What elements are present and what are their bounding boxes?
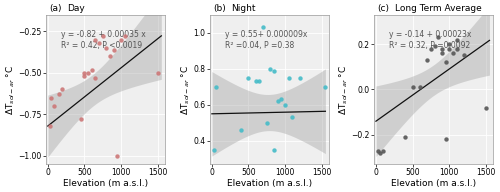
Point (438, 52, 446, 55)
Y-axis label: ΔT$_{sol-ar}$ °C: ΔT$_{sol-ar}$ °C (4, 64, 16, 115)
Text: Long Term Average: Long Term Average (395, 4, 482, 13)
Point (449, 52, 457, 55)
Point (270, 69, 278, 72)
Point (48, 96, 56, 99)
Point (266, 67, 274, 70)
Text: (c): (c) (378, 4, 390, 13)
Point (252, 80, 260, 83)
Point (102, 46, 110, 49)
Point (117, 38, 125, 41)
Point (452, 47, 460, 50)
Point (278, 98, 285, 101)
Point (210, 148, 218, 151)
Y-axis label: ΔT$_{sol-ar}$ °C: ΔT$_{sol-ar}$ °C (180, 64, 192, 115)
Point (50, 105, 58, 108)
Point (114, 154, 122, 157)
Point (430, 45, 438, 48)
X-axis label: Elevation (m a.s.l.): Elevation (m a.s.l.) (62, 179, 148, 188)
Point (98, 35, 106, 38)
Point (80, 71, 88, 74)
Point (452, 38, 460, 41)
Point (237, 128, 245, 132)
Point (58, 88, 66, 91)
Point (110, 48, 118, 51)
Point (154, 71, 162, 74)
Point (296, 76, 304, 79)
X-axis label: Elevation (m a.s.l.): Elevation (m a.s.l.) (391, 179, 476, 188)
Point (244, 76, 252, 79)
X-axis label: Elevation (m a.s.l.): Elevation (m a.s.l.) (227, 179, 312, 188)
Point (95, 41, 103, 44)
Point (401, 136, 409, 139)
Point (445, 47, 453, 50)
Point (212, 85, 220, 88)
Text: Day: Day (67, 4, 85, 13)
Point (380, 149, 388, 152)
Point (285, 76, 293, 79)
Point (92, 38, 100, 41)
Text: y = -0.14 + 0.00023x
R² = 0.32, P =0.0092: y = -0.14 + 0.00023x R² = 0.32, P =0.009… (390, 30, 471, 50)
Point (376, 151, 384, 155)
Point (322, 85, 330, 88)
Text: (a): (a) (49, 4, 62, 13)
Y-axis label: ΔT$_{sol-ar}$ °C: ΔT$_{sol-ar}$ °C (338, 64, 350, 115)
Point (80, 75, 88, 78)
Text: (b): (b) (214, 4, 226, 13)
Point (256, 80, 264, 83)
Point (374, 149, 382, 152)
Point (445, 43, 453, 46)
Text: Night: Night (231, 4, 256, 13)
Point (263, 121, 271, 124)
Point (270, 148, 278, 151)
Point (77, 118, 85, 121)
Point (438, 47, 446, 50)
Point (482, 106, 490, 109)
Point (434, 36, 442, 39)
Point (288, 116, 296, 119)
Point (460, 54, 468, 57)
Point (92, 76, 100, 79)
Text: y = -0.82 + 0.00035 x
R² = 0.42, P <0.0019: y = -0.82 + 0.00035 x R² = 0.42, P <0.00… (61, 30, 146, 50)
Point (408, 86, 416, 89)
Text: y = 0.55+ 0.000009x
R² =0.04, P =0.38: y = 0.55+ 0.000009x R² =0.04, P =0.38 (225, 30, 308, 50)
Point (274, 100, 282, 103)
Point (427, 47, 435, 50)
Point (84, 71, 92, 74)
Point (88, 68, 96, 71)
Point (416, 86, 424, 89)
Point (442, 138, 450, 141)
Point (120, 35, 128, 38)
Point (281, 103, 289, 106)
Point (259, 26, 267, 29)
Point (423, 58, 431, 61)
Point (106, 55, 114, 58)
Point (55, 93, 63, 96)
Point (442, 61, 450, 64)
Point (46, 124, 54, 127)
